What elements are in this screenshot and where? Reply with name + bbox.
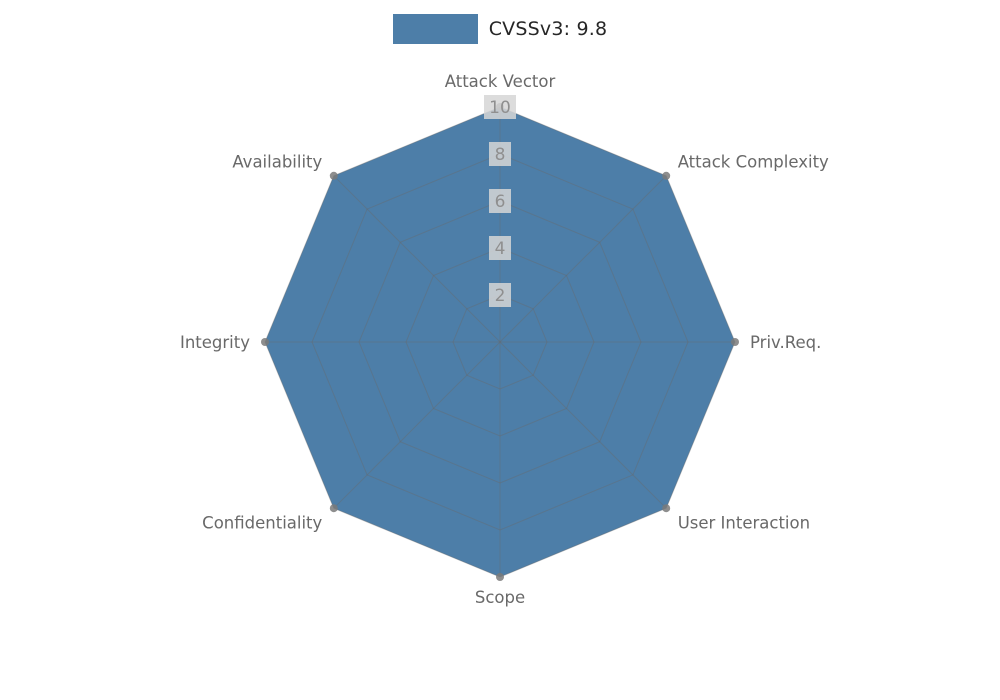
vertex-marker [662,171,671,180]
vertex-marker [496,573,504,581]
legend-label: CVSSv3: 9.8 [488,18,608,40]
axis-label-scope: Scope [475,588,525,607]
grid-ring [358,200,642,484]
grid-ring [452,294,548,390]
vertex-marker [662,504,671,513]
tick-label-bg [489,142,511,166]
axis-label-confidentiality: Confidentiality [202,514,322,533]
tick-label-bg [489,236,511,260]
tick-label-10: 10 [489,98,511,118]
vertex-marker [329,504,338,513]
vertex-marker [261,338,269,346]
axis-label-availability: Availability [232,152,322,171]
tick-label-4: 4 [495,239,506,259]
grid-ring [311,153,689,531]
grid-spoke [333,175,501,343]
grid-spoke [499,175,667,343]
tick-label-bg [484,95,516,119]
tick-label-8: 8 [495,145,506,165]
tick-label-bg [489,283,511,307]
axis-label-user-interaction: User Interaction [678,514,810,533]
vertex-marker [731,338,739,346]
radar-fill-area [265,107,735,577]
grid-ring [405,247,595,437]
axis-label-integrity: Integrity [180,333,250,352]
axis-label-priv-req: Priv.Req. [750,333,821,352]
vertex-marker [329,171,338,180]
tick-label-2: 2 [495,286,506,306]
chart-legend: CVSSv3: 9.8 [0,14,1000,44]
axis-label-attack-complexity: Attack Complexity [678,152,829,171]
legend-swatch [392,14,478,44]
tick-label-6: 6 [495,192,506,212]
grid-spoke [333,341,501,509]
axis-label-attack-vector: Attack Vector [445,72,556,91]
tick-label-bg [489,189,511,213]
grid-spoke [499,341,667,509]
